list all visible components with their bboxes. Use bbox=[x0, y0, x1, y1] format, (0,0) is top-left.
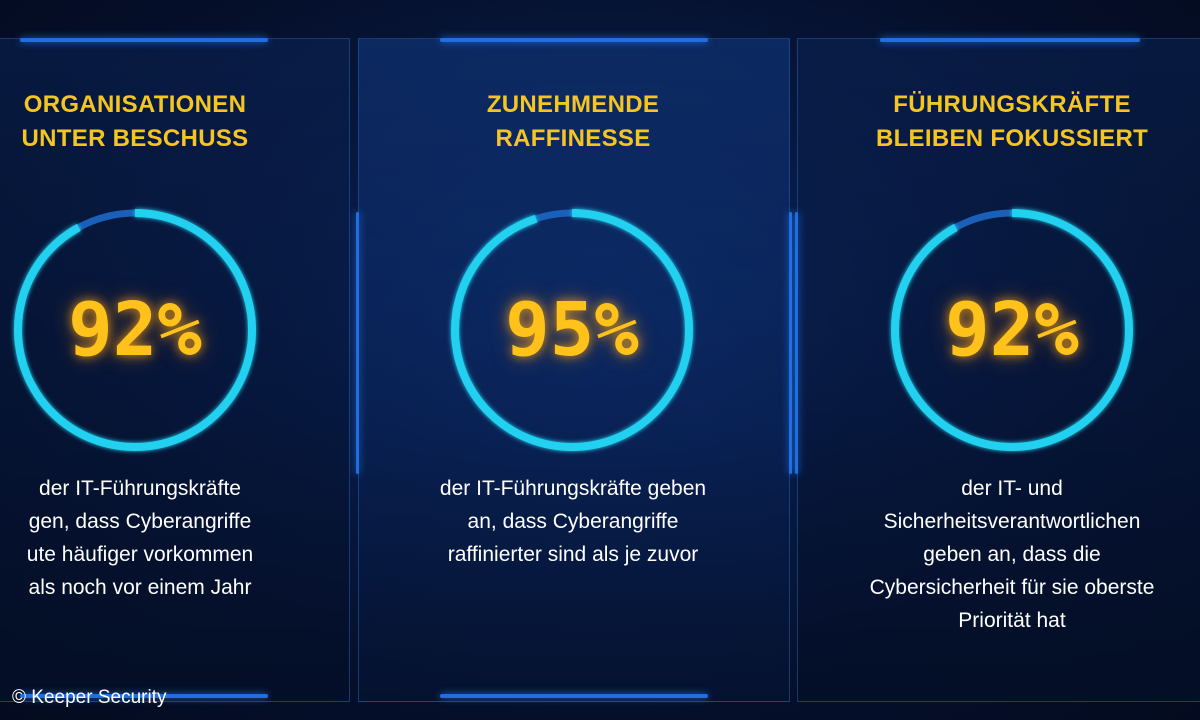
accent-bar bbox=[789, 212, 792, 474]
accent-bar bbox=[440, 694, 708, 698]
stat-card-organisations bbox=[0, 38, 350, 702]
progress-ring bbox=[451, 209, 693, 451]
card-description: der IT-Führungskräfte gen, dass Cyberang… bbox=[26, 477, 254, 599]
accent-bar bbox=[356, 212, 359, 474]
card-title: FÜHRUNGSKRÄFTE BLEIBEN FOKUSSIERT bbox=[875, 91, 1149, 152]
card-title: ORGANISATIONEN UNTER BESCHUSS bbox=[21, 91, 249, 152]
percent-value: 92% bbox=[68, 287, 202, 373]
card-title: ZUNEHMENDE RAFFINESSE bbox=[486, 91, 660, 152]
accent-bar bbox=[20, 694, 268, 698]
copyright-text: © Keeper Security bbox=[12, 687, 167, 708]
card-description: der IT- und Sicherheitsverantwortlichen … bbox=[869, 477, 1155, 632]
percent-value: 95% bbox=[505, 287, 639, 373]
accent-bar bbox=[20, 38, 268, 42]
card-description: der IT-Führungskräfte geben an, dass Cyb… bbox=[439, 477, 707, 566]
ring-progress-arc bbox=[891, 209, 1133, 451]
progress-ring bbox=[14, 209, 256, 451]
ring-progress-arc bbox=[14, 209, 256, 451]
accent-bar bbox=[880, 38, 1140, 42]
ring-progress-arc bbox=[451, 209, 693, 451]
progress-ring bbox=[891, 209, 1133, 451]
accent-bar bbox=[440, 38, 708, 42]
percent-value: 92% bbox=[945, 287, 1079, 373]
accent-bar bbox=[795, 212, 798, 474]
stat-card-leaders-focused bbox=[797, 38, 1200, 702]
